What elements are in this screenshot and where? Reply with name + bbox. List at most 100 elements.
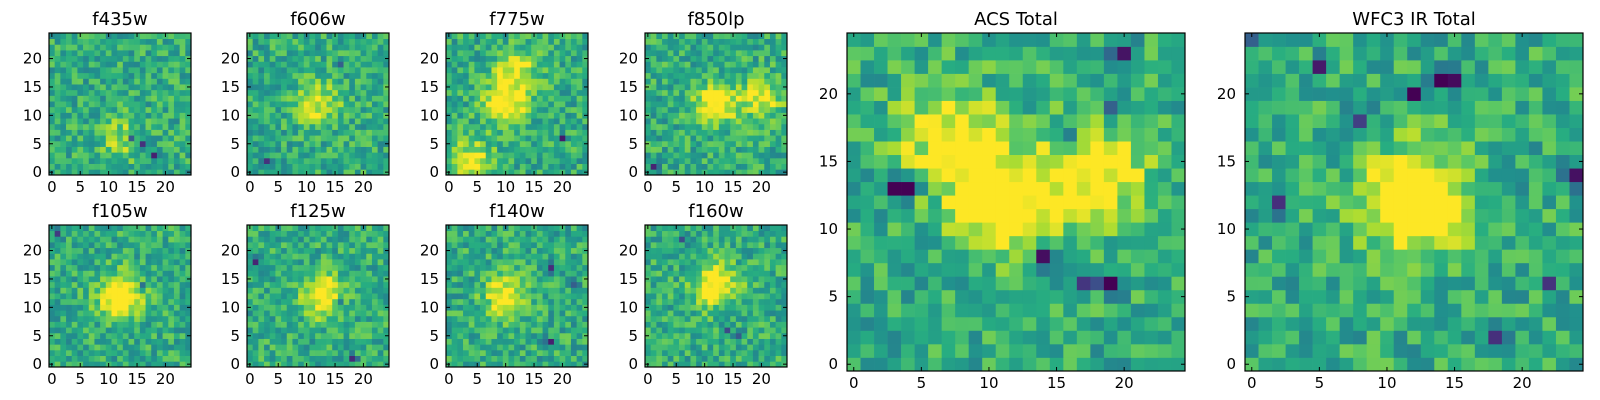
heatmap-cell [315,152,322,159]
heatmap-cell [371,327,378,334]
heatmap-cell [679,72,686,79]
heatmap-cell [366,33,373,40]
heatmap-cell [309,169,316,176]
heatmap-cell [514,310,521,317]
heatmap-cell [576,72,583,79]
heatmap-cell [502,72,509,79]
heatmap-cell [185,298,192,305]
heatmap-cell [66,270,73,277]
heatmap-cell [337,118,344,125]
heatmap-cell [117,355,124,362]
heatmap-cell [662,315,669,322]
heatmap-cell [548,50,555,57]
heatmap-cell [724,152,731,159]
heatmap-cell [49,106,56,113]
heatmap-cell [781,118,788,125]
heatmap-cell [491,304,498,311]
heatmap-cell [667,349,674,356]
heatmap-cell [269,89,276,96]
heatmap-cell [111,259,118,266]
heatmap-cell [337,242,344,249]
heatmap-cell [88,361,95,368]
heatmap-cell [735,321,742,328]
heatmap-cell [508,332,515,339]
heatmap-cell [480,355,487,362]
heatmap-cell [156,61,163,68]
heatmap-cell [701,304,708,311]
y-tick-label: 10 [23,298,42,316]
heatmap-cell [349,264,356,271]
heatmap-cell [781,106,788,113]
heatmap-cell [451,78,458,85]
heatmap-cell [77,304,84,311]
heatmap-cell [775,152,782,159]
heatmap-cell [457,163,464,170]
heatmap-cell [536,276,543,283]
heatmap-cell [667,321,674,328]
x-tick-label: 0 [245,370,255,388]
heatmap-cell [145,146,152,153]
heatmap-cell [66,293,73,300]
heatmap-cell [519,112,526,119]
heatmap-cell [105,298,112,305]
heatmap-cell [117,118,124,125]
heatmap-cell [656,84,663,91]
heatmap-cell [371,72,378,79]
heatmap-cell [349,118,356,125]
heatmap-cell [281,146,288,153]
heatmap-cell [264,95,271,102]
heatmap-cell [100,101,107,108]
heatmap-cell [269,72,276,79]
heatmap-cell [292,84,299,91]
heatmap-cell [559,332,566,339]
heatmap-cell [383,50,390,57]
heatmap-cell [468,72,475,79]
heatmap-cell [185,253,192,260]
heatmap-cell [741,78,748,85]
heatmap-cell [371,321,378,328]
heatmap-cell [54,321,61,328]
heatmap-cell [764,338,771,345]
heatmap-cell [71,242,78,249]
heatmap-cell [752,332,759,339]
heatmap-cell [111,293,118,300]
heatmap-cell [758,129,765,136]
heatmap-cell [134,247,141,254]
heatmap-cell [60,270,67,277]
heatmap-cell [145,293,152,300]
heatmap-cell [673,55,680,62]
heatmap-cell [66,61,73,68]
heatmap-cell [502,281,509,288]
heatmap-cell [337,146,344,153]
heatmap-cell [741,129,748,136]
heatmap-cell [326,50,333,57]
heatmap-cell [371,78,378,85]
heatmap-cell [531,84,538,91]
heatmap-cell [747,95,754,102]
heatmap-cell [548,169,555,176]
heatmap-cell [463,230,470,237]
heatmap-cell [679,67,686,74]
heatmap-cell [303,89,310,96]
heatmap-cell [286,253,293,260]
heatmap-cell [502,123,509,130]
heatmap-cell [332,101,339,108]
x-tick-label: 5 [75,370,85,388]
heatmap-cell [559,338,566,345]
heatmap-cell [105,344,112,351]
heatmap-cell [49,95,56,102]
heatmap-cell [105,332,112,339]
heatmap-cells [645,225,788,368]
heatmap-cell [303,95,310,102]
heatmap-cell [662,304,669,311]
heatmap-cell [673,118,680,125]
heatmap-cell [286,321,293,328]
heatmap-cell [457,247,464,254]
y-tick-label: 5 [32,135,42,153]
heatmap-cell [354,140,361,147]
heatmap-cell [145,38,152,45]
heatmap-cell [332,315,339,322]
heatmap-cell [502,140,509,147]
heatmap-cell [286,332,293,339]
heatmap-cell [531,123,538,130]
